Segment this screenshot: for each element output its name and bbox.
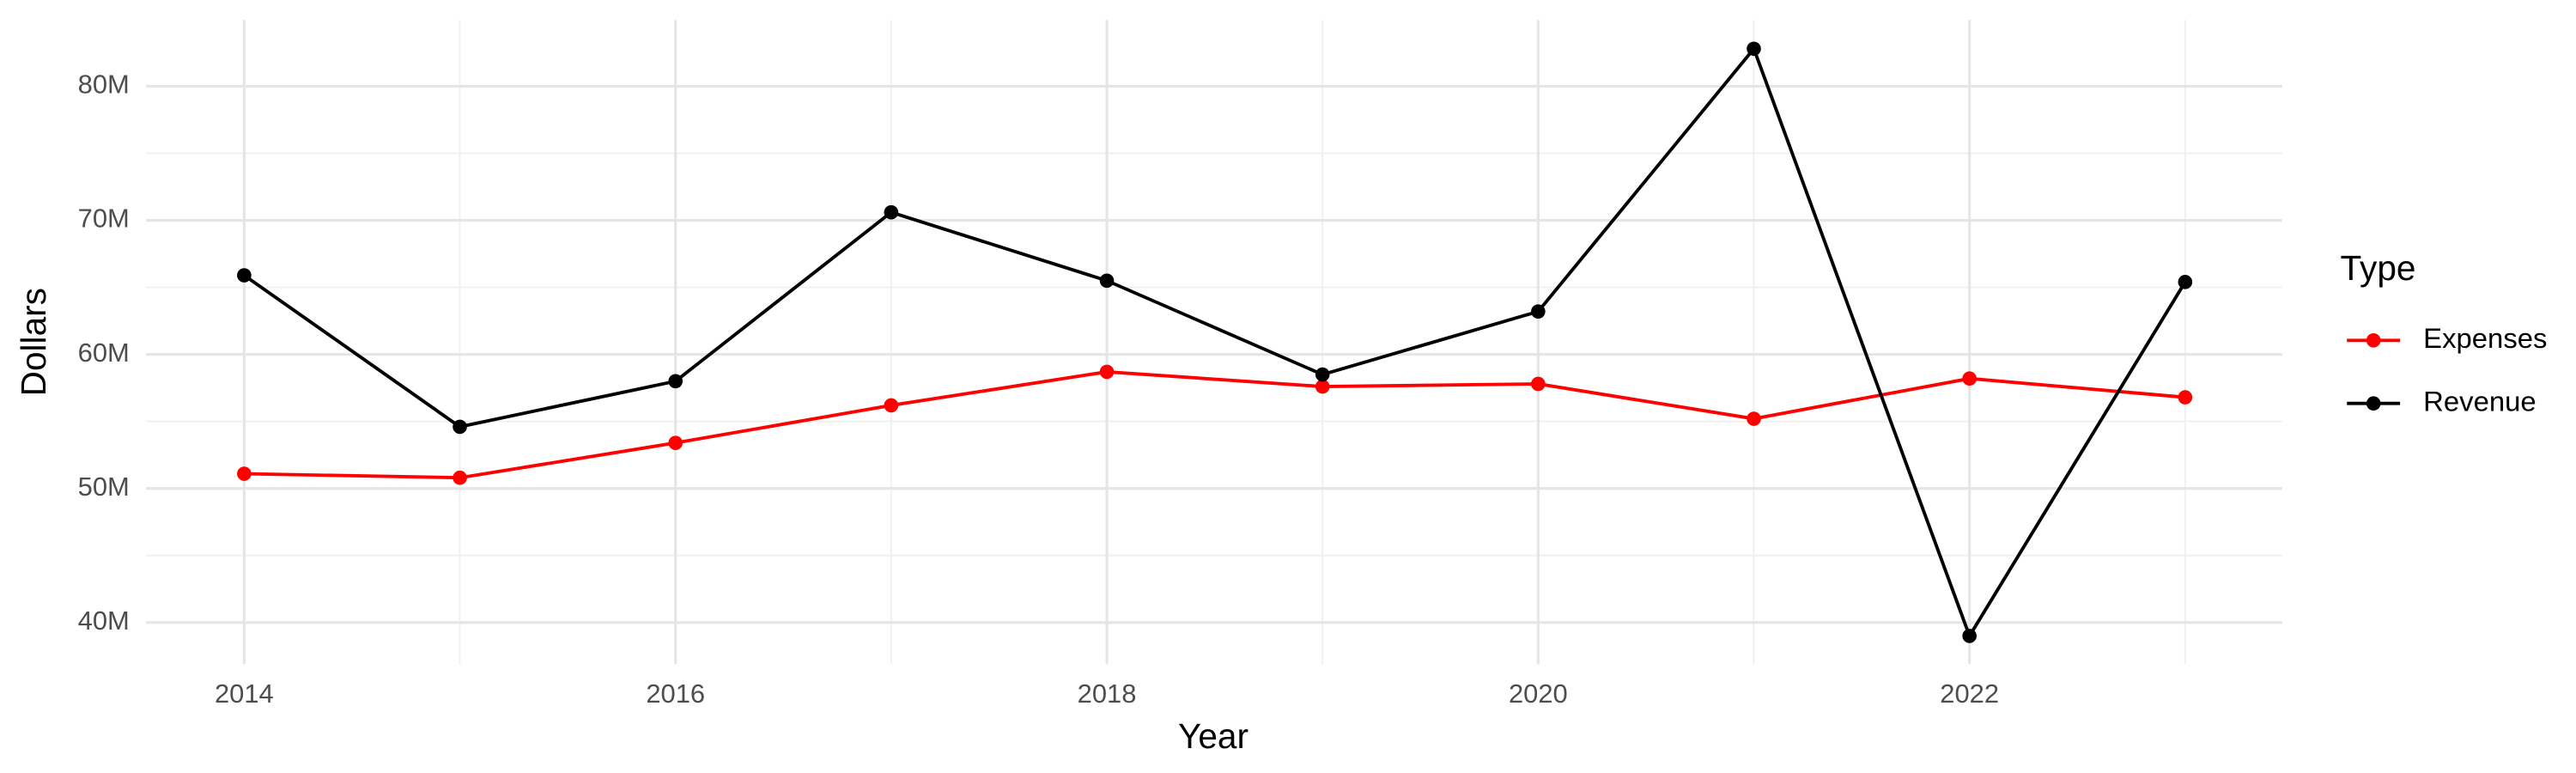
data-point [1099,273,1115,289]
data-point [1962,629,1977,643]
y-tick-label: 40M [78,606,130,636]
data-point [668,374,683,389]
y-tick-label: 80M [78,70,130,100]
data-point [1962,371,1977,386]
x-tick-label: 2016 [646,679,705,709]
x-tick-label: 2014 [215,679,274,709]
data-point [237,466,252,481]
data-point [2178,390,2193,405]
y-tick-label: 50M [78,472,130,502]
data-point [237,268,252,283]
x-tick-label: 2022 [1940,679,1999,709]
series-line [243,45,2187,640]
x-axis-label: Year [1178,716,1249,756]
data-point [884,398,899,413]
legend-key-point [2366,332,2381,348]
data-point [1315,367,1330,382]
data-point [1315,379,1330,394]
x-tick-label: 2020 [1509,679,1568,709]
data-point [453,419,467,435]
legend-key-point [2366,396,2381,411]
y-tick-label: 70M [78,204,130,234]
data-point [2178,275,2193,289]
data-point [1747,41,1761,57]
data-point [668,435,683,450]
data-point [884,204,899,220]
x-tick-label: 2018 [1078,679,1137,709]
y-axis-label: Dollars [14,288,53,396]
data-point [453,470,467,485]
legend-label: Expenses [2423,322,2547,354]
data-point [1747,411,1761,426]
data-point [1099,364,1115,380]
legend-title: Type [2341,248,2416,288]
data-point [1531,376,1546,392]
data-point [1531,304,1546,319]
y-tick-label: 60M [78,338,130,368]
legend-label: Revenue [2423,385,2537,417]
series-line [244,369,2186,480]
